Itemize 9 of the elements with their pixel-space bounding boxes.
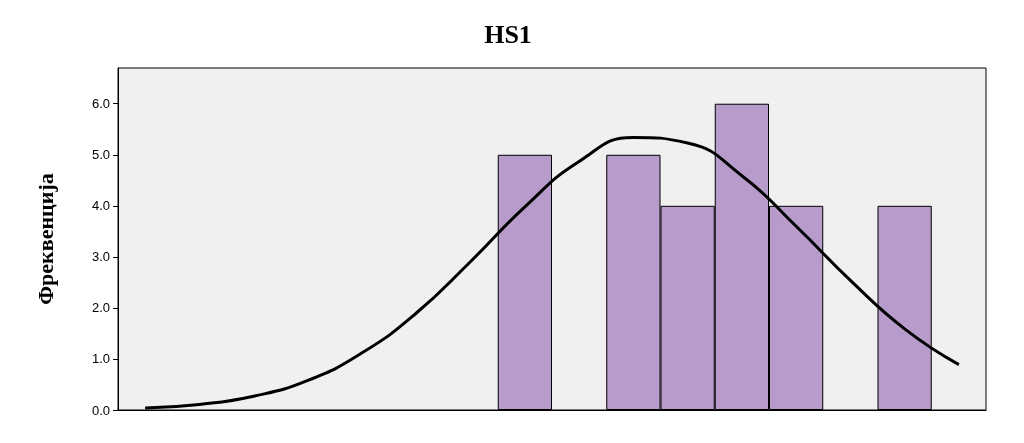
y-tick-label: 2.0 [91, 300, 110, 316]
y-tick-label: 5.0 [91, 147, 110, 163]
y-tick-label: 0.0 [91, 402, 110, 418]
chart-title: HS1 [484, 19, 532, 49]
y-tick-label: 4.0 [91, 198, 110, 214]
y-tick-label: 3.0 [91, 249, 110, 265]
y-tick-label: 1.0 [91, 351, 110, 367]
y-tick-label: 6.0 [91, 96, 110, 112]
y-axis-title: Фреквенција [32, 173, 58, 305]
